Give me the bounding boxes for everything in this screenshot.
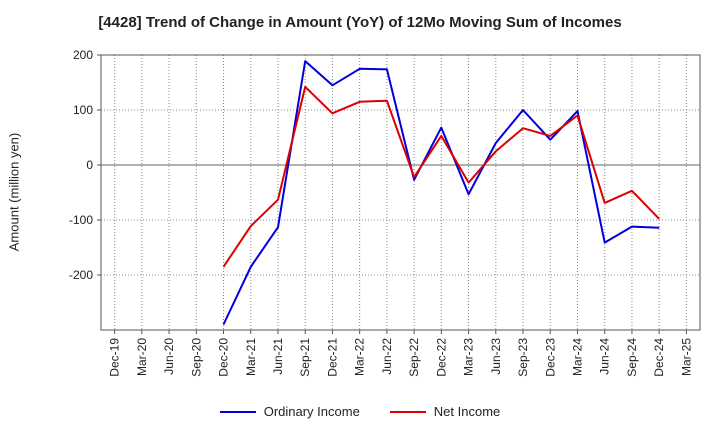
y-tick-label: 0 bbox=[86, 158, 93, 172]
legend: Ordinary Income Net Income bbox=[0, 404, 720, 419]
x-tick-label: Dec-19 bbox=[108, 338, 122, 377]
plot-area-frame bbox=[100, 54, 701, 331]
x-tick-label: Mar-25 bbox=[679, 338, 693, 376]
x-tick-label: Mar-22 bbox=[353, 338, 367, 376]
series-lines bbox=[222, 60, 660, 325]
x-tick-label: Sep-23 bbox=[516, 338, 530, 377]
chart-title: [4428] Trend of Change in Amount (YoY) o… bbox=[98, 14, 622, 31]
x-tick-label: Jun-23 bbox=[489, 338, 503, 375]
x-tick-label: Mar-24 bbox=[570, 338, 584, 376]
x-tick-label: Jun-20 bbox=[162, 338, 176, 375]
x-tick-label: Sep-24 bbox=[625, 338, 639, 377]
y-tick-label: -200 bbox=[69, 268, 93, 282]
x-tick-label: Jun-21 bbox=[271, 338, 285, 375]
x-tick-label: Dec-20 bbox=[217, 338, 231, 377]
series-line-net-income bbox=[222, 85, 660, 268]
legend-swatch bbox=[219, 410, 256, 413]
x-tick-label: Dec-21 bbox=[325, 338, 339, 377]
y-axis-ticks: 200 100 0 -100 -200 bbox=[69, 48, 101, 282]
x-tick-label: Dec-24 bbox=[652, 338, 666, 377]
x-tick-label: Sep-20 bbox=[189, 338, 203, 377]
y-axis-label: Amount (million yen) bbox=[6, 132, 22, 252]
x-tick-label: Sep-22 bbox=[407, 338, 421, 377]
x-tick-label: Mar-23 bbox=[462, 338, 476, 376]
x-tick-label: Jun-22 bbox=[380, 338, 394, 375]
x-tick-label: Mar-21 bbox=[244, 338, 258, 376]
x-tick-label: Dec-22 bbox=[434, 338, 448, 377]
legend-label: Net Income bbox=[433, 404, 501, 419]
y-tick-label: -100 bbox=[69, 213, 93, 227]
legend-item: Net Income bbox=[389, 404, 501, 419]
x-tick-label: Mar-20 bbox=[135, 338, 149, 376]
legend-item: Ordinary Income bbox=[219, 404, 360, 419]
x-axis-ticks: Dec-19 Mar-20 Jun-20 Sep-20 Dec-20 Mar-21 Jun-… bbox=[108, 330, 693, 377]
x-tick-label: Jun-24 bbox=[598, 338, 612, 375]
y-tick-label: 100 bbox=[73, 103, 93, 117]
x-tick-label: Sep-21 bbox=[298, 338, 312, 377]
legend-swatch bbox=[389, 410, 426, 413]
grid-lines bbox=[101, 54, 700, 330]
series-line-ordinary-income bbox=[222, 60, 660, 325]
x-tick-label: Dec-23 bbox=[543, 338, 557, 377]
y-tick-label: 200 bbox=[73, 48, 93, 62]
legend-label: Ordinary Income bbox=[263, 404, 360, 419]
